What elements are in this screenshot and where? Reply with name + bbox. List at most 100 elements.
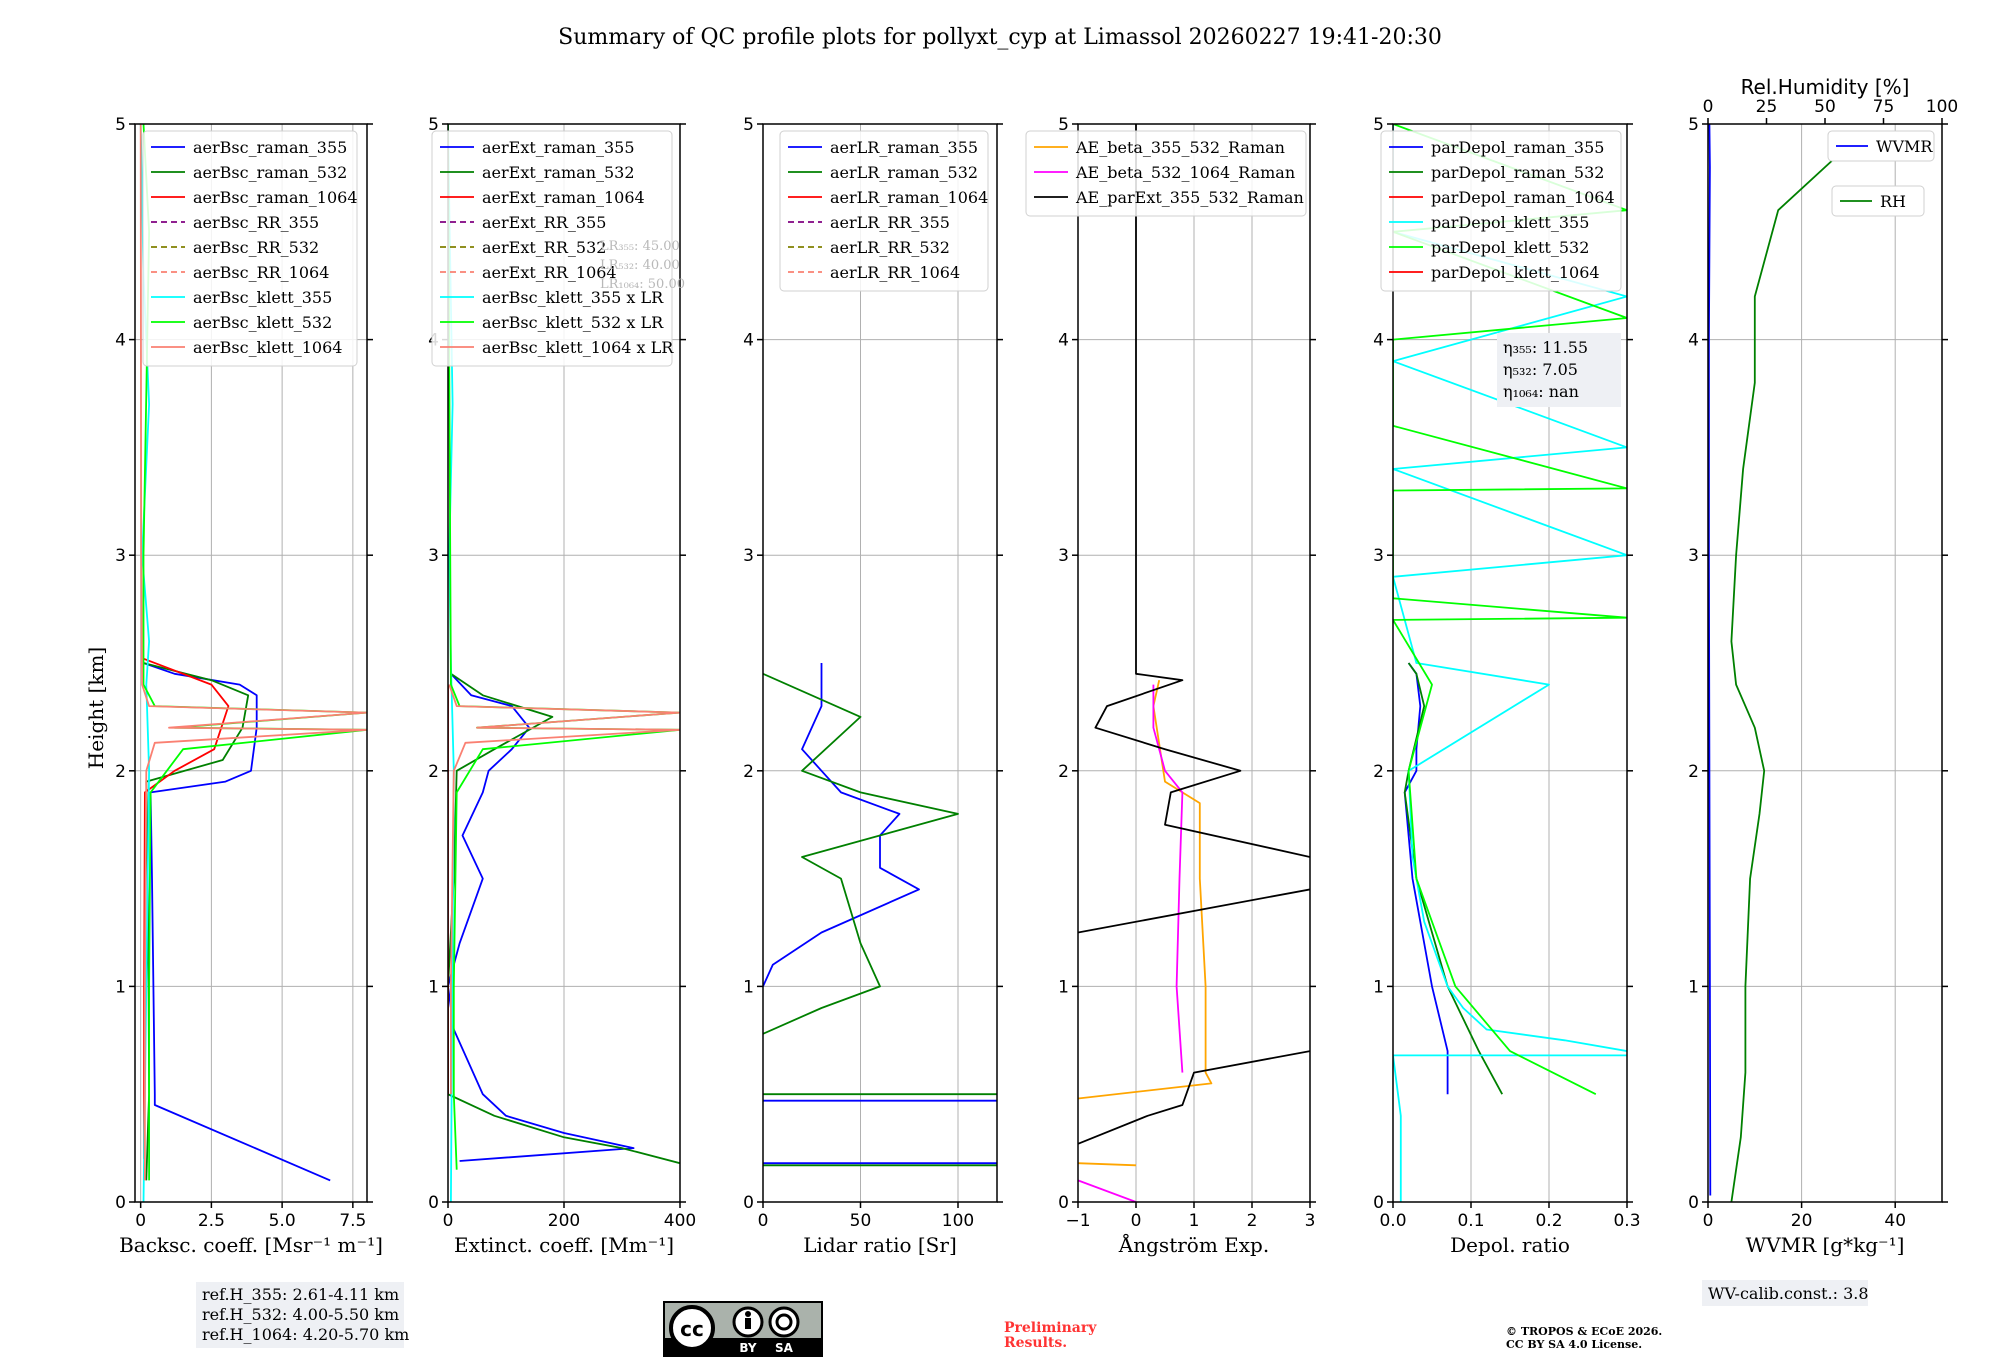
figure-title: Summary of QC profile plots for pollyxt_… [558,25,1442,50]
ytick-label-wv-0: 0 [1688,1193,1699,1213]
series-parDepol_klett_355 [1393,124,1627,1202]
frame-lr [762,123,998,1203]
xtick-label-depol-3: 0.3 [1613,1211,1640,1231]
legend-label-aerBsc_klett_532 x LR: aerBsc_klett_532 x LR [482,313,664,332]
ytick-label-ae-5: 5 [1058,115,1069,135]
ytick-label-bsc-3: 3 [115,546,126,566]
xtick-label-depol-2: 0.2 [1535,1211,1562,1231]
xtick-label-ae-2: 1 [1189,1211,1200,1231]
series-RH [1730,144,1850,1202]
series-AE_beta_355_532_Raman [1078,680,1213,1167]
series-aerLR_raman_355 [763,663,997,1165]
legend-label-aerLR_RR_355: aerLR_RR_355 [830,213,950,232]
xlabel-lr: Lidar ratio [Sr] [803,1233,957,1257]
ref-height-355: ref.H_355: 2.61-4.11 km [202,1285,399,1304]
legend-label-parDepol_raman_532: parDepol_raman_532 [1431,163,1604,182]
ytick-label-lr-3: 3 [743,546,754,566]
series-aerLR_raman_532 [763,672,997,1167]
legend-label-aerBsc_RR_1064: aerBsc_RR_1064 [193,263,329,282]
ytick-label-bsc-4: 4 [115,331,126,351]
series-AE_parExt_355_532_Raman [1078,124,1310,1145]
ytick-label-lr-2: 2 [743,762,754,782]
xtick-label-bsc-3: 7.5 [339,1211,366,1231]
frame-wv [1707,123,1943,1203]
xtick-label-wv-2: 40 [1884,1211,1906,1231]
ytick-label-lr-0: 0 [743,1193,754,1213]
xtick-label-lr-1: 50 [850,1211,872,1231]
lr-annotation-1: LR₅₃₂: 40.00 [600,258,680,273]
top-axis-label: Rel.Humidity [%] [1741,75,1910,99]
ytick-label-lr-5: 5 [743,115,754,135]
lr-annotation-2: LR₁₀₆₄: 50.00 [600,277,685,292]
legend-label-aerLR_raman_532: aerLR_raman_532 [830,163,978,182]
eta-annotation-0: η₃₅₅: 11.55 [1503,338,1588,357]
wv-calib-box: WV-calib.const.: 3.8 [1702,1280,1869,1306]
ytick-label-wv-1: 1 [1688,977,1699,997]
xtick-label-ext-2: 400 [664,1211,696,1231]
legend-ae: AE_beta_355_532_Raman AE_beta_532_1064_Ra… [1025,130,1307,217]
series-group-ext [448,124,680,1202]
legend-label-aerExt_RR_355: aerExt_RR_355 [482,213,606,232]
xtick-label-lr-2: 100 [942,1211,974,1231]
ytick-label-bsc-2: 2 [115,762,126,782]
series-aerExt_raman_355 [448,673,635,1162]
sa-icon [768,1306,800,1338]
series-aerBsc_klett_532 x LR [448,124,680,1170]
xtick-label-ae-4: 3 [1305,1211,1316,1231]
legend-label-parDepol_raman_1064: parDepol_raman_1064 [1431,188,1615,207]
legend-WVMR: WVMR [1827,130,1935,162]
legend-label-aerBsc_raman_355: aerBsc_raman_355 [193,138,347,157]
legend-label-AE_parExt_355_532_Raman: AE_parExt_355_532_Raman [1075,188,1304,207]
frame-bsc [134,123,368,1203]
ytick-label-ext-5: 5 [428,115,439,135]
xlabel-depol: Depol. ratio [1450,1233,1570,1257]
legend-label-aerLR_raman_355: aerLR_raman_355 [830,138,978,157]
legend-lr: aerLR_raman_355 aerLR_raman_532 aerLR_rama… [779,130,989,292]
top-tick-label-1: 25 [1756,97,1778,117]
ytick-label-ae-1: 1 [1058,977,1069,997]
xtick-label-ae-3: 2 [1247,1211,1258,1231]
legend-label-AE_beta_532_1064_Raman: AE_beta_532_1064_Raman [1075,163,1295,182]
legend-label-RH: RH [1880,192,1906,211]
lr-annotation-0: LR₃₅₅: 45.00 [600,239,680,254]
legend-label-parDepol_klett_355: parDepol_klett_355 [1431,213,1589,232]
legend-label-AE_beta_355_532_Raman: AE_beta_355_532_Raman [1075,138,1285,157]
ref-height-532: ref.H_532: 4.00-5.50 km [202,1305,399,1324]
y-axis-label: Height [km] [84,647,108,769]
ytick-label-depol-1: 1 [1373,977,1384,997]
top-tick-label-2: 50 [1814,97,1836,117]
legend-label-aerExt_raman_1064: aerExt_raman_1064 [482,188,645,207]
eta-box [1497,333,1621,407]
series-parDepol_raman_532 [1403,662,1503,1095]
series-group-ae [1078,124,1310,1202]
series-parDepol_klett_532 [1393,124,1627,1096]
legend-label-aerLR_RR_1064: aerLR_RR_1064 [830,263,960,282]
ref-height-1064: ref.H_1064: 4.20-5.70 km [202,1325,409,1344]
xtick-label-ext-1: 200 [548,1211,580,1231]
ytick-label-depol-4: 4 [1373,331,1384,351]
ytick-label-bsc-0: 0 [115,1193,126,1213]
sa-label: SA [775,1341,794,1355]
series-WVMR [1708,124,1712,1196]
xtick-label-depol-1: 0.1 [1457,1211,1484,1231]
ytick-label-wv-5: 5 [1688,115,1699,135]
top-tick-label-3: 75 [1873,97,1895,117]
legend-label-aerLR_raman_1064: aerLR_raman_1064 [830,188,988,207]
legend-label-aerExt_raman_532: aerExt_raman_532 [482,163,635,182]
xtick-label-lr-0: 0 [758,1211,769,1231]
xlabel-wv: WVMR [g*kg⁻¹] [1746,1233,1905,1257]
legend-label-aerBsc_klett_355 x LR: aerBsc_klett_355 x LR [482,288,664,307]
legend-label-aerBsc_raman_1064: aerBsc_raman_1064 [193,188,358,207]
legend-ext: aerExt_raman_355 aerExt_raman_532 aerExt_r… [431,130,674,367]
legend-label-aerBsc_RR_355: aerBsc_RR_355 [193,213,319,232]
copyright-line2: CC BY SA 4.0 License. [1506,1338,1642,1351]
legend-label-aerBsc_klett_355: aerBsc_klett_355 [193,288,332,307]
xtick-label-wv-0: 0 [1703,1211,1714,1231]
legend-label-aerExt_raman_355: aerExt_raman_355 [482,138,635,157]
legend-label-parDepol_klett_532: parDepol_klett_532 [1431,238,1589,257]
ytick-label-ext-3: 3 [428,546,439,566]
